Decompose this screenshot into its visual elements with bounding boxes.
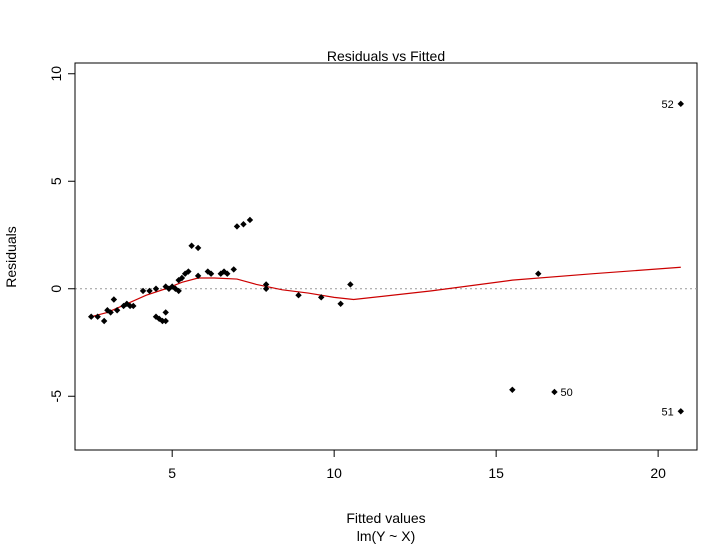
y-tick-label: 5 [48, 177, 64, 185]
residual-point [130, 302, 137, 310]
residual-point [262, 285, 270, 292]
residual-point [194, 244, 202, 252]
residual-points [87, 100, 685, 415]
residual-point [535, 270, 542, 277]
residual-point [677, 408, 685, 415]
residual-point [677, 100, 685, 108]
residual-point [240, 221, 247, 228]
residual-point [87, 313, 95, 320]
residual-point [100, 317, 108, 325]
plot-frame [74, 62, 698, 451]
residual-point [233, 223, 241, 230]
residual-point [509, 386, 516, 393]
x-tick-label: 10 [326, 465, 342, 481]
residual-point [318, 294, 325, 301]
residual-point [551, 388, 558, 396]
residual-point [347, 281, 354, 288]
residual-point [194, 272, 202, 280]
x-tick-label: 5 [168, 465, 176, 481]
residual-point [175, 287, 182, 295]
residual-point [113, 307, 121, 314]
residual-point [110, 296, 118, 303]
residual-point [224, 270, 231, 277]
chart-title: Residuals vs Fitted [327, 48, 445, 64]
residual-point [94, 313, 101, 320]
outlier-label: 51 [662, 406, 674, 418]
residual-point [107, 309, 114, 316]
outlier-labels: 50 51 52 [560, 99, 673, 418]
residual-point [246, 216, 254, 224]
residual-point [162, 317, 169, 325]
y-axis: -5 0 5 10 [48, 66, 76, 403]
residual-point [126, 302, 134, 310]
residual-point [337, 300, 344, 307]
y-tick-label: 0 [48, 285, 64, 293]
x-tick-label: 20 [650, 465, 666, 481]
residual-point [207, 270, 215, 277]
x-axis: 5 10 15 20 [168, 449, 666, 481]
residual-point [139, 287, 147, 295]
y-tick-label: -5 [48, 390, 64, 403]
residual-point [152, 285, 160, 292]
residual-point [178, 274, 186, 282]
residual-point [295, 292, 302, 299]
x-axis-label: Fitted values [346, 510, 425, 526]
y-axis-label: Residuals [3, 226, 19, 287]
outlier-label: 50 [560, 387, 572, 399]
residual-point [230, 266, 237, 273]
residual-point [188, 242, 195, 249]
residual-point [262, 281, 270, 288]
lowess-smoother-line [91, 266, 681, 318]
residual-point [159, 317, 166, 325]
residual-point [185, 268, 192, 275]
residual-point [162, 309, 169, 316]
residual-point [217, 270, 224, 277]
model-formula-subtitle: lm(Y ~ X) [357, 528, 415, 544]
residual-point [146, 287, 153, 295]
x-tick-label: 15 [488, 465, 504, 481]
outlier-label: 52 [662, 99, 674, 111]
y-tick-label: 10 [48, 66, 64, 82]
